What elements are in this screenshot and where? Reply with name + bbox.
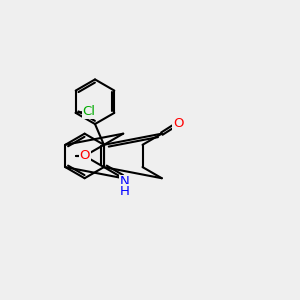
Text: O: O bbox=[80, 149, 90, 162]
Text: O: O bbox=[80, 149, 90, 162]
Text: Cl: Cl bbox=[82, 105, 96, 118]
Text: O: O bbox=[173, 117, 183, 130]
Text: N: N bbox=[120, 175, 130, 188]
Text: H: H bbox=[120, 185, 130, 198]
